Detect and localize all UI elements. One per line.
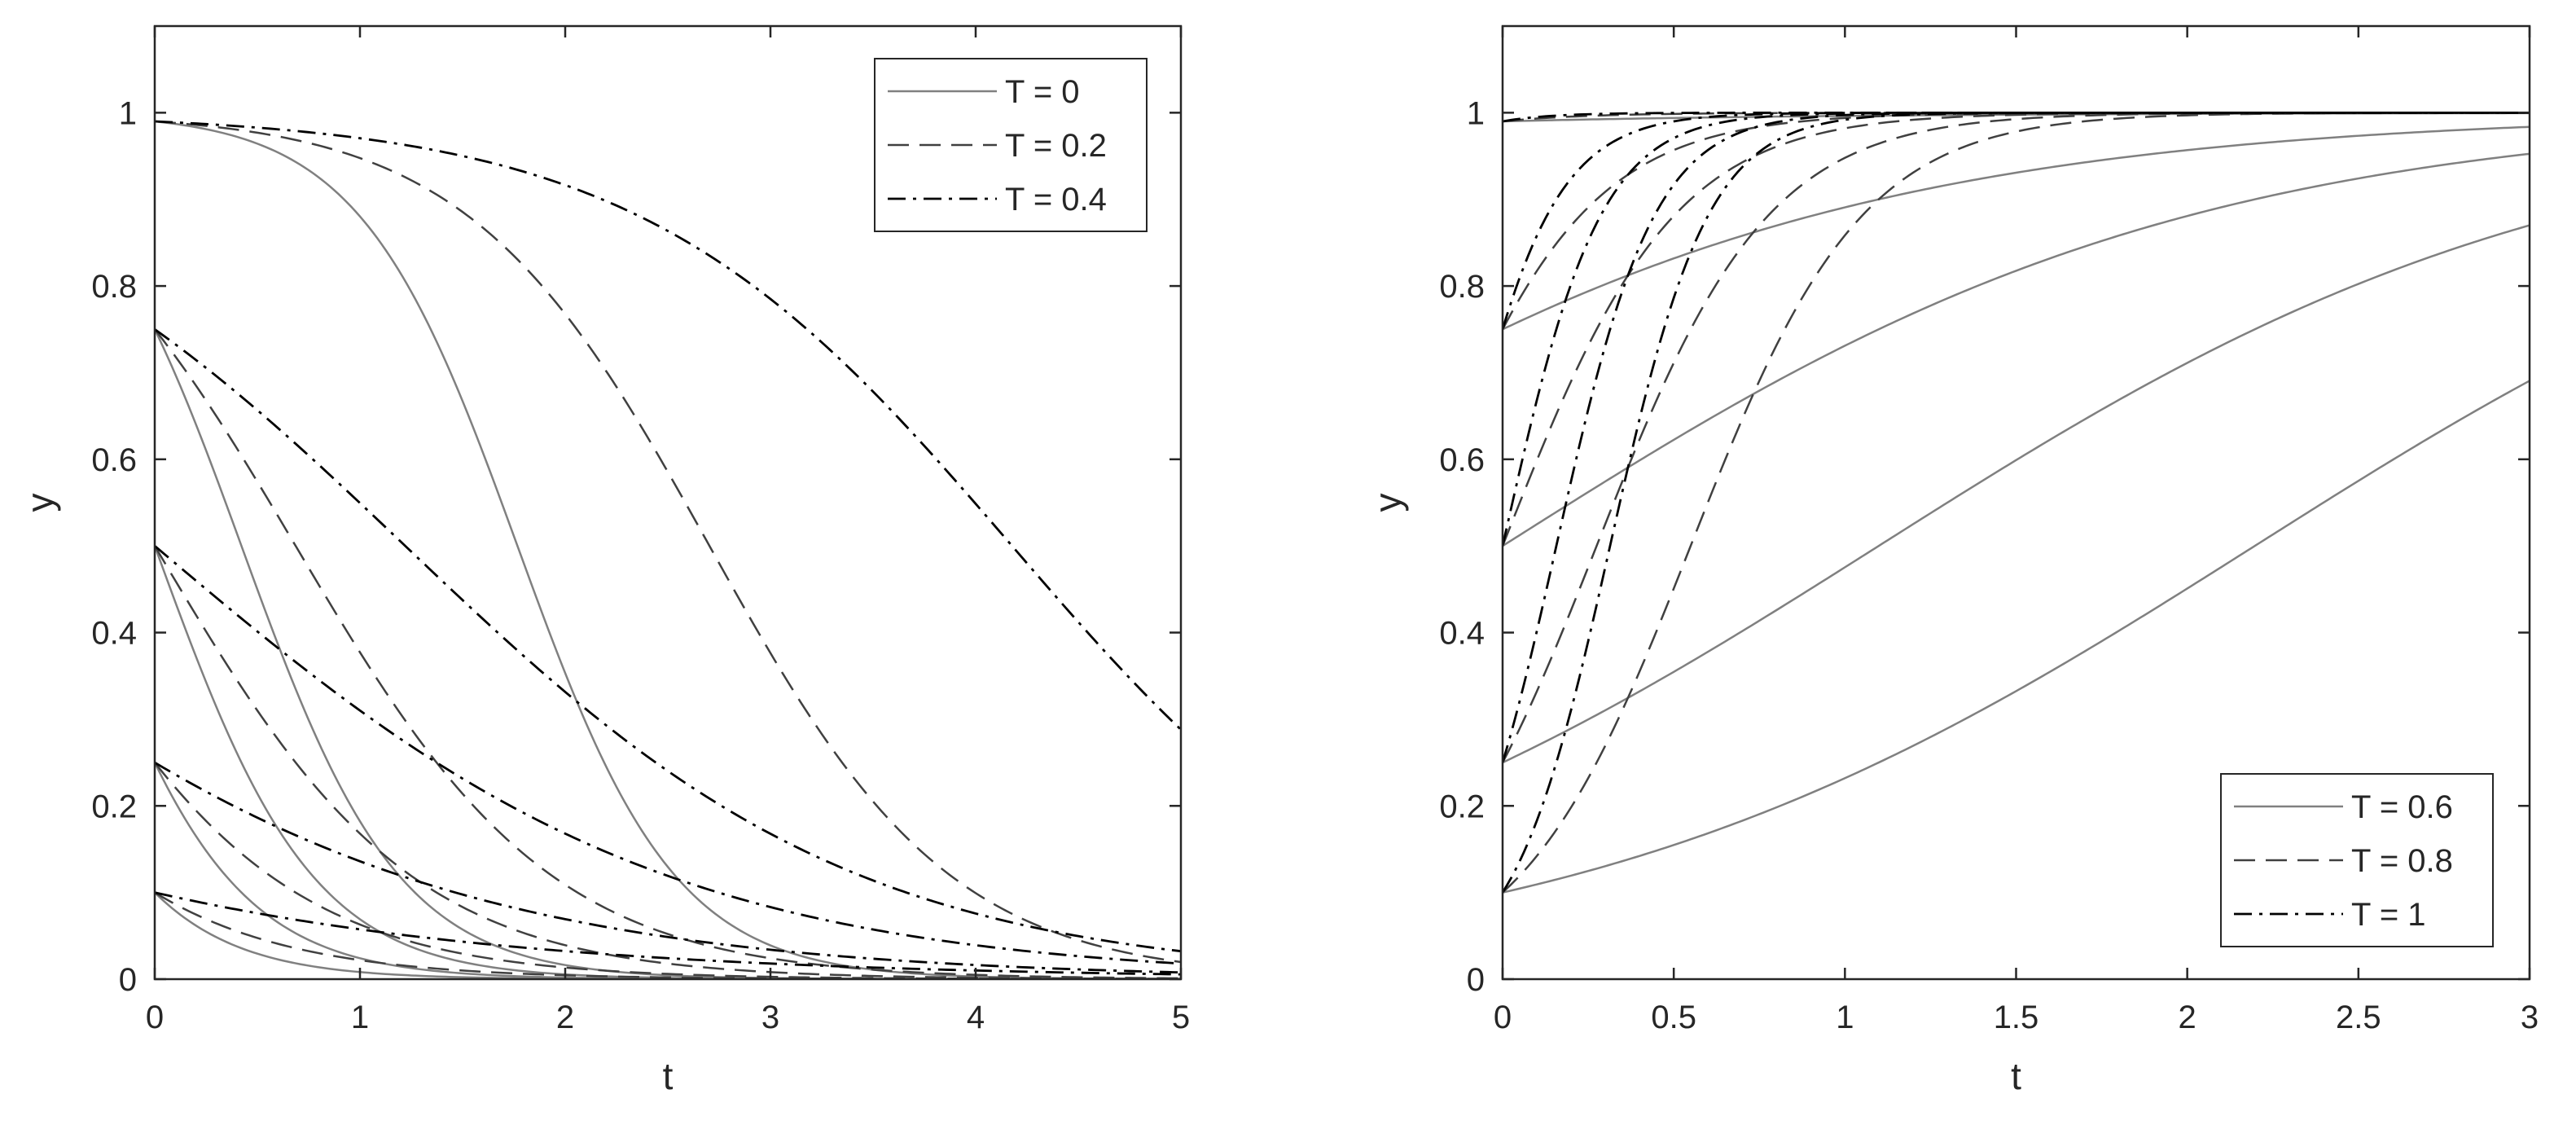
legend: T = 0 T = 0.2 T = 0.4 <box>874 58 1148 232</box>
x-tick-label: 0 <box>146 1000 164 1035</box>
x-tick-label: 2 <box>556 1000 574 1035</box>
x-tick-label: 3 <box>761 1000 779 1035</box>
x-axis-label: t <box>663 1055 674 1097</box>
series-line-3-curve-5 <box>1503 111 2530 123</box>
y-tick-label: 0.4 <box>91 616 137 652</box>
series-line-3-curve-2 <box>1503 111 2530 763</box>
y-tick-label: 0.4 <box>1439 616 1485 652</box>
x-tick-label: 0 <box>1494 1000 1512 1035</box>
series-line-2-curve-3 <box>155 545 1181 979</box>
series-line-1-curve-3 <box>155 545 1181 979</box>
legend-entry-label: T = 0 <box>1005 74 1080 110</box>
series-line-2-curve-2 <box>155 762 1181 979</box>
series-line-1-curve-4 <box>155 328 1181 979</box>
x-tick-label: 1.5 <box>1994 1000 2039 1035</box>
y-axis-label: y <box>19 494 61 512</box>
x-tick-label: 0.5 <box>1651 1000 1696 1035</box>
axes-frame <box>153 24 1183 981</box>
series-line-3-curve-3 <box>155 545 1181 965</box>
series-line-2-curve-5 <box>155 120 1181 964</box>
legend-entry-label: T = 0.2 <box>1005 128 1107 164</box>
y-tick-label: 0 <box>119 962 137 998</box>
x-tick-label: 1 <box>1836 1000 1854 1035</box>
series-line-3-curve-4 <box>1503 111 2530 330</box>
curves <box>1503 111 2530 894</box>
series-line-1-curve-4 <box>1503 125 2530 331</box>
curves <box>155 120 1181 979</box>
x-axis-label: t <box>2011 1055 2021 1097</box>
series-line-3-curve-5 <box>155 120 1181 731</box>
y-tick-label: 0.2 <box>1439 789 1485 824</box>
chart-panel-1: 0 1 2 3 4 5 0 0.2 0.4 0.6 0.8 1 t y T = 0 T = 0.2 T = 0.… <box>19 24 1190 1097</box>
x-tick-label: 4 <box>967 1000 985 1035</box>
series-line-1-curve-1 <box>1503 380 2530 894</box>
series-line-1-curve-1 <box>155 891 1181 979</box>
y-tick-label: 0.2 <box>91 789 137 824</box>
series-line-3-curve-1 <box>155 891 1181 976</box>
legend-entry-label: T = 1 <box>2351 897 2426 933</box>
series-line-3-curve-4 <box>155 328 1181 953</box>
series-line-1-curve-5 <box>155 120 1181 979</box>
series-line-3-curve-2 <box>155 761 1181 974</box>
y-tick-label: 1 <box>119 95 137 131</box>
y-tick-label: 0.8 <box>91 269 137 305</box>
series-line-2-curve-4 <box>1503 112 2530 330</box>
x-tick-label: 2.5 <box>2336 1000 2381 1035</box>
series-line-1-curve-3 <box>1503 152 2530 547</box>
legend-entry-label: T = 0.8 <box>2351 843 2453 879</box>
x-tick-label: 2 <box>2179 1000 2196 1035</box>
x-tick-label: 1 <box>351 1000 369 1035</box>
y-axis-label: y <box>1367 494 1409 512</box>
y-tick-label: 1 <box>1467 95 1485 131</box>
legend: T = 0.6 T = 0.8 T = 1 <box>2220 773 2494 947</box>
y-tick-label: 0 <box>1467 962 1485 998</box>
y-tick-label: 0.6 <box>1439 442 1485 478</box>
x-tick-label: 3 <box>2521 1000 2539 1035</box>
legend-entry-label: T = 0.6 <box>2351 789 2453 825</box>
series-line-2-curve-3 <box>1503 112 2530 547</box>
y-tick-label: 0.6 <box>91 442 137 478</box>
series-line-3-curve-3 <box>1503 111 2530 547</box>
legend-entry-label: T = 0.4 <box>1005 182 1107 217</box>
series-line-2-curve-4 <box>155 328 1181 979</box>
y-tick-label: 0.8 <box>1439 269 1485 305</box>
series-line-1-curve-2 <box>1503 224 2530 764</box>
x-tick-label: 5 <box>1172 1000 1190 1035</box>
series-line-2-curve-1 <box>1503 112 2530 894</box>
